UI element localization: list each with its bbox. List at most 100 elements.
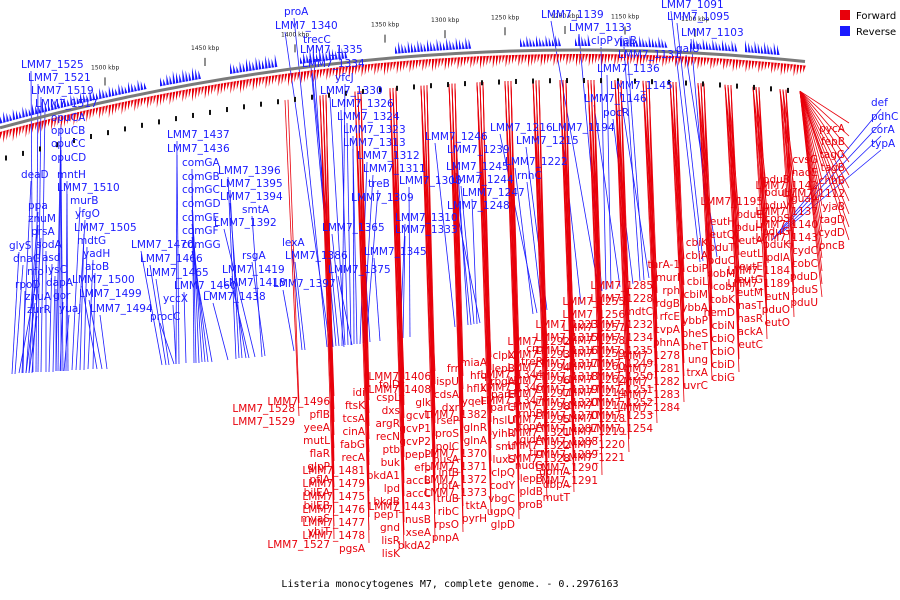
forward-connector (648, 81, 658, 411)
reverse-connector (231, 275, 247, 359)
track-marker (226, 107, 228, 113)
forward-gene-arrow (35, 121, 38, 131)
forward-gene-arrow (444, 58, 448, 71)
reverse-gene-arrow (306, 53, 309, 64)
reverse-gene-arrow (124, 86, 128, 94)
forward-gene-arrow (140, 97, 144, 108)
reverse-connector (352, 148, 358, 345)
forward-gene-arrow (595, 54, 598, 64)
reverse-gene-arrow (632, 37, 636, 47)
forward-gene-label: folD (379, 379, 400, 391)
reverse-connector (606, 74, 612, 290)
forward-gene-arrow (320, 69, 323, 79)
forward-connector (392, 88, 405, 536)
forward-gene-arrow (649, 55, 653, 68)
forward-gene-arrow (758, 61, 761, 74)
forward-gene-arrow (502, 55, 505, 64)
reverse-gene-arrow (60, 96, 64, 109)
forward-gene-arrow (460, 57, 464, 68)
reverse-gene-label: LMM7_1244 (451, 174, 514, 186)
reverse-gene-label: rsgA (242, 250, 266, 262)
forward-gene-label: cbiG (712, 372, 736, 384)
reverse-gene-arrow (16, 110, 19, 120)
reverse-gene-label: smtA (242, 204, 270, 216)
forward-gene-arrow (28, 123, 32, 136)
forward-connector (593, 80, 603, 476)
forward-gene-arrow (480, 56, 483, 70)
forward-connector (758, 87, 768, 340)
reverse-gene-label: LMM7_1312 (357, 150, 420, 162)
reverse-gene-label: comGC (182, 184, 220, 196)
forward-gene-arrow (204, 85, 208, 100)
reverse-gene-arrow (395, 45, 398, 54)
reverse-connector (402, 235, 406, 339)
reverse-gene-label: LMM7_1103 (681, 27, 744, 39)
reverse-connector (346, 122, 352, 346)
forward-gene-arrow (630, 54, 633, 65)
kbp-tick-label: 1150 kbp (611, 13, 639, 20)
forward-gene-label: LMM7_1254 (590, 423, 653, 435)
forward-gene-label: bilEB (304, 500, 330, 512)
forward-gene-label: gcvP1 (399, 423, 431, 435)
forward-gene-arrow (233, 81, 237, 92)
forward-gene-label: rdgB (655, 298, 680, 310)
track-marker (90, 133, 92, 139)
forward-gene-label: glpP (307, 461, 330, 473)
track-marker (39, 146, 41, 152)
reverse-gene-arrow (54, 100, 57, 110)
reverse-connector (294, 261, 306, 351)
forward-gene-label: LMM7_1195 (700, 196, 763, 208)
forward-gene-arrow (732, 59, 736, 72)
reverse-connector (48, 263, 53, 373)
reverse-gene-arrow (462, 41, 465, 50)
reverse-gene-arrow (545, 35, 549, 47)
reverse-gene-arrow (575, 38, 578, 47)
reverse-connector (232, 288, 250, 359)
forward-gene-arrow (310, 70, 313, 79)
forward-gene-label: pduG (762, 226, 790, 238)
kbp-tick-label: 1200 kbp (551, 13, 579, 20)
forward-gene-label: gidA (520, 434, 544, 446)
reverse-gene-label: yadH (83, 248, 110, 260)
reverse-connector (140, 250, 163, 366)
forward-connector (319, 95, 335, 527)
forward-gene-arrow (124, 101, 128, 113)
reverse-gene-arrow (777, 44, 780, 56)
reverse-connector (176, 154, 180, 365)
forward-gene-arrow (80, 111, 83, 121)
forward-connector (785, 89, 795, 318)
forward-gene-label: idi (353, 387, 366, 399)
forward-gene-label: pduS (791, 284, 818, 296)
reverse-gene-arrow (44, 102, 48, 112)
forward-gene-label: pheS (682, 328, 709, 340)
forward-connector (614, 80, 630, 453)
reverse-gene-label: comGG (182, 239, 221, 251)
reverse-connector (779, 149, 882, 235)
reverse-connector (619, 91, 650, 279)
reverse-gene-label: deaD (21, 169, 49, 181)
track-marker (5, 155, 7, 161)
forward-connector (799, 91, 850, 215)
reverse-gene-arrow (731, 40, 735, 52)
reverse-gene-label: LMM7_1239 (447, 144, 510, 156)
forward-gene-label: argR (375, 418, 400, 430)
reverse-gene-label: prsA (31, 226, 55, 238)
forward-gene-label: cbiN (712, 320, 735, 332)
forward-gene-arrow (195, 87, 198, 100)
reverse-gene-arrow (265, 55, 268, 69)
reverse-gene-arrow (709, 42, 712, 50)
reverse-gene-arrow (25, 107, 29, 117)
forward-gene-label: LMM7_1259 (562, 348, 625, 360)
forward-gene-label: LMM7_1262 (562, 374, 625, 386)
reverse-gene-label: opuCB (51, 125, 85, 137)
forward-gene-label: cvpA (654, 324, 681, 336)
track-marker (175, 116, 177, 122)
reverse-gene-label: lexA (282, 237, 305, 249)
forward-gene-arrow (128, 100, 131, 111)
reverse-gene-arrow (748, 42, 751, 53)
forward-gene-label: pduV (763, 200, 791, 212)
forward-gene-arrow (470, 56, 473, 69)
forward-gene-arrow (265, 76, 269, 89)
reverse-gene-arrow (404, 44, 408, 53)
forward-gene-arrow (409, 60, 413, 73)
